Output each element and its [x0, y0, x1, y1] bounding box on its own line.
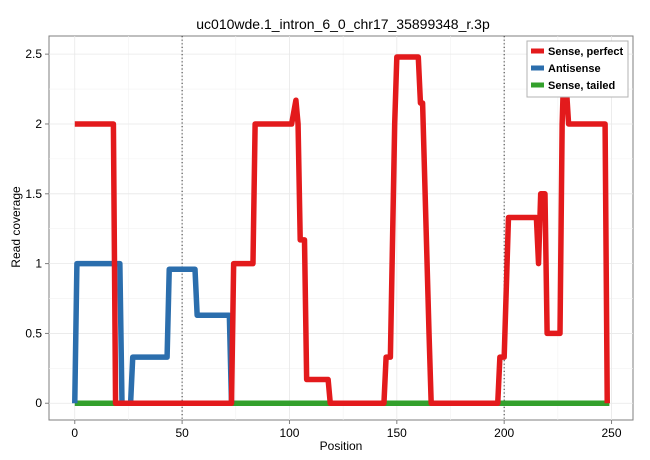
legend-swatch [531, 48, 544, 54]
y-tick-label: 2.5 [25, 47, 42, 61]
legend-swatch [531, 65, 544, 71]
x-tick-label: 0 [71, 426, 78, 440]
series-group [72, 51, 610, 406]
x-tick-label: 100 [279, 426, 299, 440]
legend-label: Sense, perfect [548, 46, 624, 58]
x-tick-label: 50 [175, 426, 189, 440]
y-tick-label: 1.5 [25, 187, 42, 201]
x-tick-label: 200 [494, 426, 514, 440]
x-tick-label: 250 [602, 426, 622, 440]
legend: Sense, perfect Antisense Sense, tailed [526, 40, 629, 98]
grid-minor [49, 36, 633, 420]
legend-label: Sense, tailed [548, 80, 615, 92]
chart-title: uc010wde.1_intron_6_0_chr17_35899348_r.3… [196, 16, 490, 32]
legend-swatch [531, 82, 544, 88]
x-axis-label: Position [320, 439, 363, 453]
series-line-sense-perfect [74, 51, 610, 406]
y-tick-label: 0.5 [25, 326, 42, 340]
y-axis-label: Read coverage [9, 186, 23, 268]
x-axis: 0 50 100 150 200 250 [71, 420, 622, 440]
x-tick-label: 150 [387, 426, 407, 440]
y-tick-label: 0 [35, 396, 42, 410]
y-tick-label: 1 [35, 257, 42, 271]
reference-lines [181, 36, 505, 420]
legend-label: Antisense [548, 63, 601, 75]
y-axis: 0 0.5 1 1.5 2 2.5 [25, 47, 49, 410]
y-tick-label: 2 [35, 117, 42, 131]
